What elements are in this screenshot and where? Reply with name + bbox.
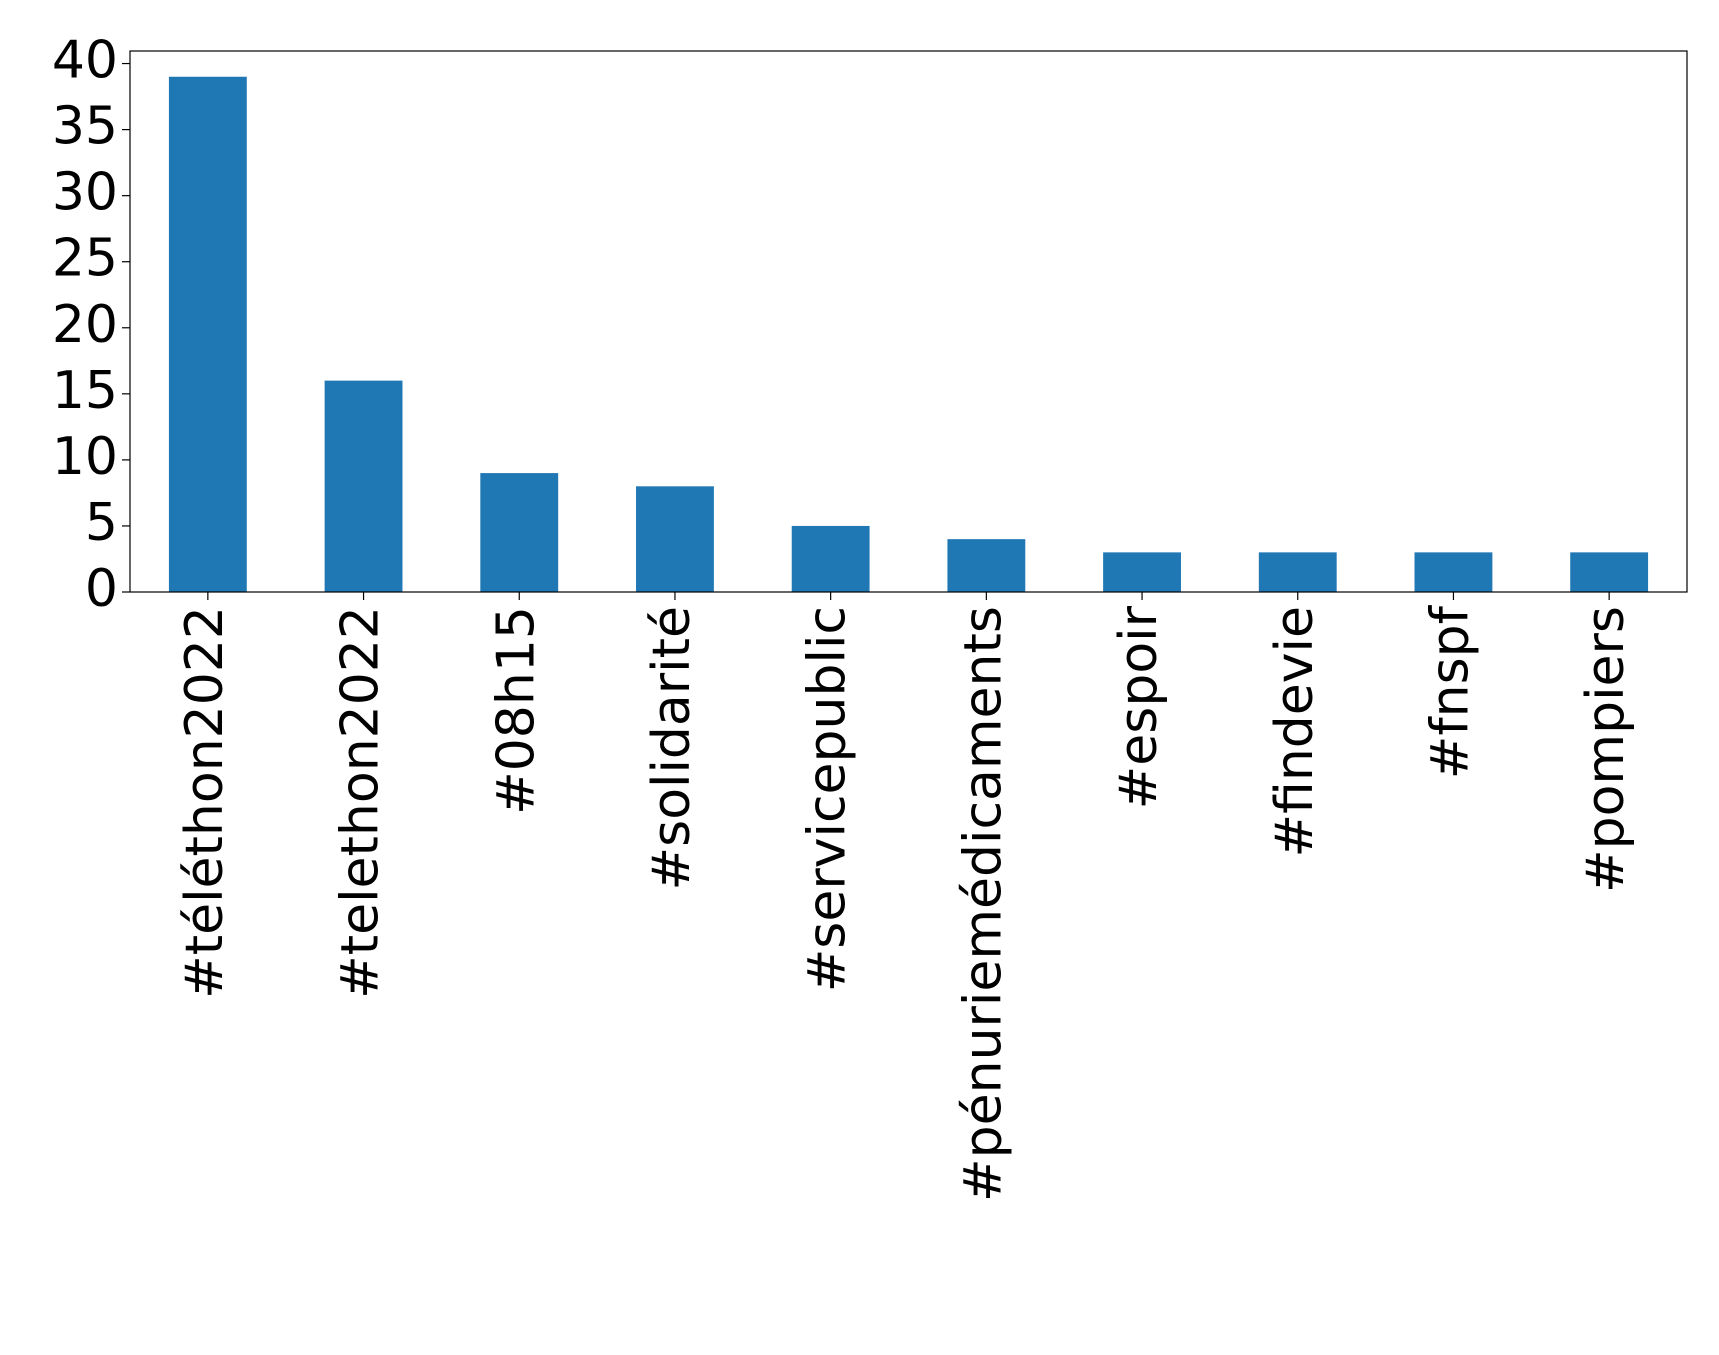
bar [168,76,247,592]
y-tick-label: 15 [52,361,118,421]
y-tick-label: 20 [52,295,118,355]
plot-frame [129,50,1688,593]
x-tick-label: #pompiers [1576,606,1636,893]
x-tick-label: #pénuriemédicaments [953,606,1013,1202]
x-tick-label: #solidarité [642,606,702,890]
bar [480,473,559,592]
y-tick-label: 30 [52,163,118,223]
x-tick-label: #servicepublic [798,606,858,992]
x-tick-label: #08h15 [486,606,546,815]
bar [1258,552,1337,592]
bar [1103,552,1181,592]
bar [1414,552,1493,592]
x-tick-label: #fnspf [1420,604,1480,779]
y-tick-label: 0 [85,559,118,619]
x-tick-label: #espoir [1109,605,1169,809]
bar [324,380,403,592]
bar [791,525,870,592]
y-tick-label: 10 [52,427,118,487]
y-tick-label: 35 [52,97,118,157]
x-tick-label: #findevie [1265,606,1325,858]
x-tick-label: #téléthon2022 [175,606,235,999]
bar [1570,552,1649,592]
bar [947,539,1026,592]
y-tick-label: 5 [85,493,118,553]
bar [636,486,714,592]
y-tick-label: 40 [52,31,118,91]
y-tick-label: 25 [52,229,118,289]
x-tick-label: #telethon2022 [331,606,391,999]
